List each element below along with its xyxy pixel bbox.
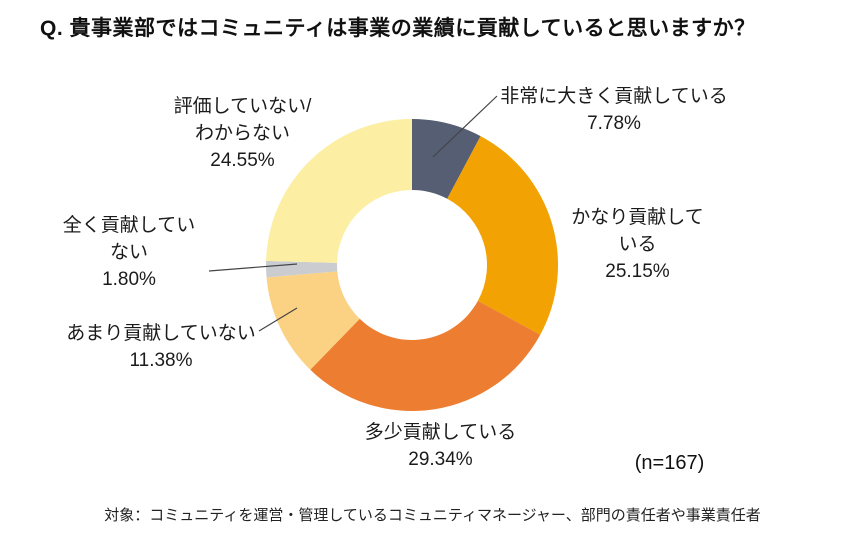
footer-note: 対象：コミュニティを運営・管理しているコミュニティマネージャー、部門の責任者や事… (104, 507, 761, 524)
donut-slice-5 (266, 119, 412, 263)
leader-line-none (208, 263, 298, 272)
donut-slice-1 (447, 136, 559, 335)
slice-label-very-high: 非常に大きく貢献している 7.78% (500, 86, 728, 134)
donut-slice-2 (310, 300, 541, 411)
slice-label-some: 多少貢献している 29.34% (364, 422, 517, 470)
slice-label-none: 全く貢献してい ない 1.80% (62, 215, 196, 290)
donut-slice-0 (412, 119, 481, 199)
slice-label-high: かなり貢献して いる 25.15% (571, 207, 704, 282)
donut-slice-3 (266, 271, 360, 370)
leader-line-little (258, 307, 298, 332)
leader-line-very-high (432, 95, 498, 158)
slice-label-unknown: 評価していない/ わからない 24.55% (173, 96, 312, 171)
sample-size-label: (n=167) (634, 452, 705, 474)
slice-label-little: あまり貢献していない 11.38% (66, 323, 256, 371)
page-title: Q. 貴事業部ではコミュニティは事業の業績に貢献していると思いますか？ (40, 17, 756, 40)
donut-slices (266, 119, 559, 411)
